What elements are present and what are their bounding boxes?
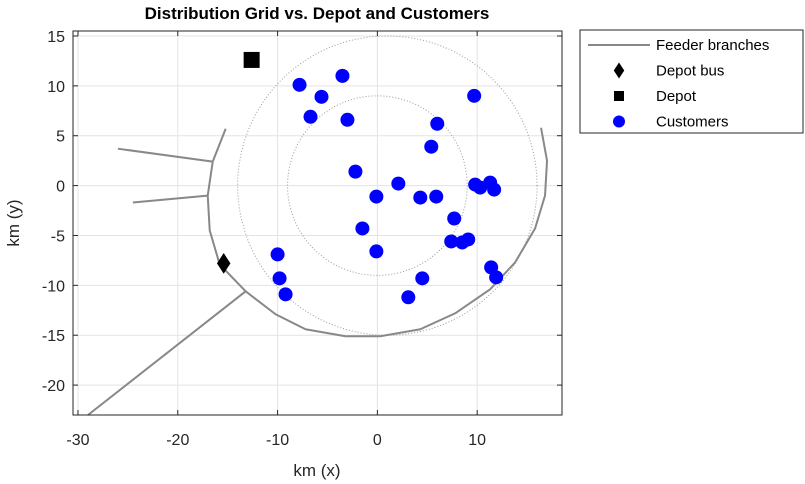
x-tick-label: -30 [66, 432, 89, 449]
customer-point [270, 247, 285, 262]
legend: Feeder branches Depot bus Depot Customers [579, 29, 804, 134]
legend-circle-swatch [613, 115, 625, 128]
customer-point [292, 77, 307, 92]
customer-point [413, 190, 428, 205]
customer-point [444, 234, 459, 249]
customer-point [272, 271, 287, 286]
feeder-branch-line [206, 127, 549, 338]
x-tick-label: -20 [166, 432, 189, 449]
legend-square-swatch [614, 91, 624, 101]
depot-bus-marker [216, 253, 231, 274]
y-tick-label: -10 [42, 278, 65, 295]
customer-point [314, 89, 329, 104]
depot-marker [243, 51, 260, 68]
feeder-branch-line [132, 194, 208, 204]
x-axis-label: km (x) [293, 461, 340, 480]
feeder-branch-line [87, 290, 247, 416]
customer-point [461, 232, 476, 247]
legend-diamond-swatch [613, 62, 625, 79]
y-tick-label: 0 [56, 179, 65, 196]
customer-point [369, 244, 384, 259]
legend-label: Depot [656, 88, 697, 105]
customer-point [467, 88, 482, 103]
customer-point [401, 290, 416, 305]
customer-point [487, 182, 502, 197]
axis-ticks: -30 -20 -10 0 10 15 10 5 0 -5 -10 -15 -20 [42, 29, 562, 449]
customer-point [278, 287, 293, 302]
feeder-branch-line [117, 147, 213, 163]
y-tick-label: -5 [51, 228, 65, 245]
chart-title: Distribution Grid vs. Depot and Customer… [145, 4, 490, 23]
x-tick-label: -10 [266, 432, 289, 449]
y-tick-label: -15 [42, 328, 65, 345]
customer-point [303, 109, 318, 124]
customer-point [424, 139, 439, 154]
customer-point [340, 112, 355, 127]
y-axis-label: km (y) [4, 199, 23, 246]
y-tick-label: 15 [47, 29, 65, 46]
customer-point [489, 270, 504, 285]
customer-point [369, 189, 384, 204]
customer-point [348, 164, 363, 179]
plot-frame [72, 30, 563, 416]
customer-point [335, 68, 350, 83]
legend-label: Customers [656, 114, 729, 131]
customer-point [429, 189, 444, 204]
customer-point [415, 271, 430, 286]
feeder-branches [87, 127, 549, 416]
x-tick-label: 10 [468, 432, 486, 449]
customer-point [430, 116, 445, 131]
legend-label: Feeder branches [656, 37, 769, 54]
markers [216, 51, 504, 305]
legend-label: Depot bus [656, 63, 724, 80]
x-tick-label: 0 [373, 432, 382, 449]
customer-point [447, 211, 462, 226]
y-tick-label: 10 [47, 79, 65, 96]
y-tick-label: -20 [42, 378, 65, 395]
y-tick-label: 5 [56, 129, 65, 146]
grid-lines [73, 31, 562, 415]
customer-point [355, 221, 370, 236]
customer-point [391, 176, 406, 191]
